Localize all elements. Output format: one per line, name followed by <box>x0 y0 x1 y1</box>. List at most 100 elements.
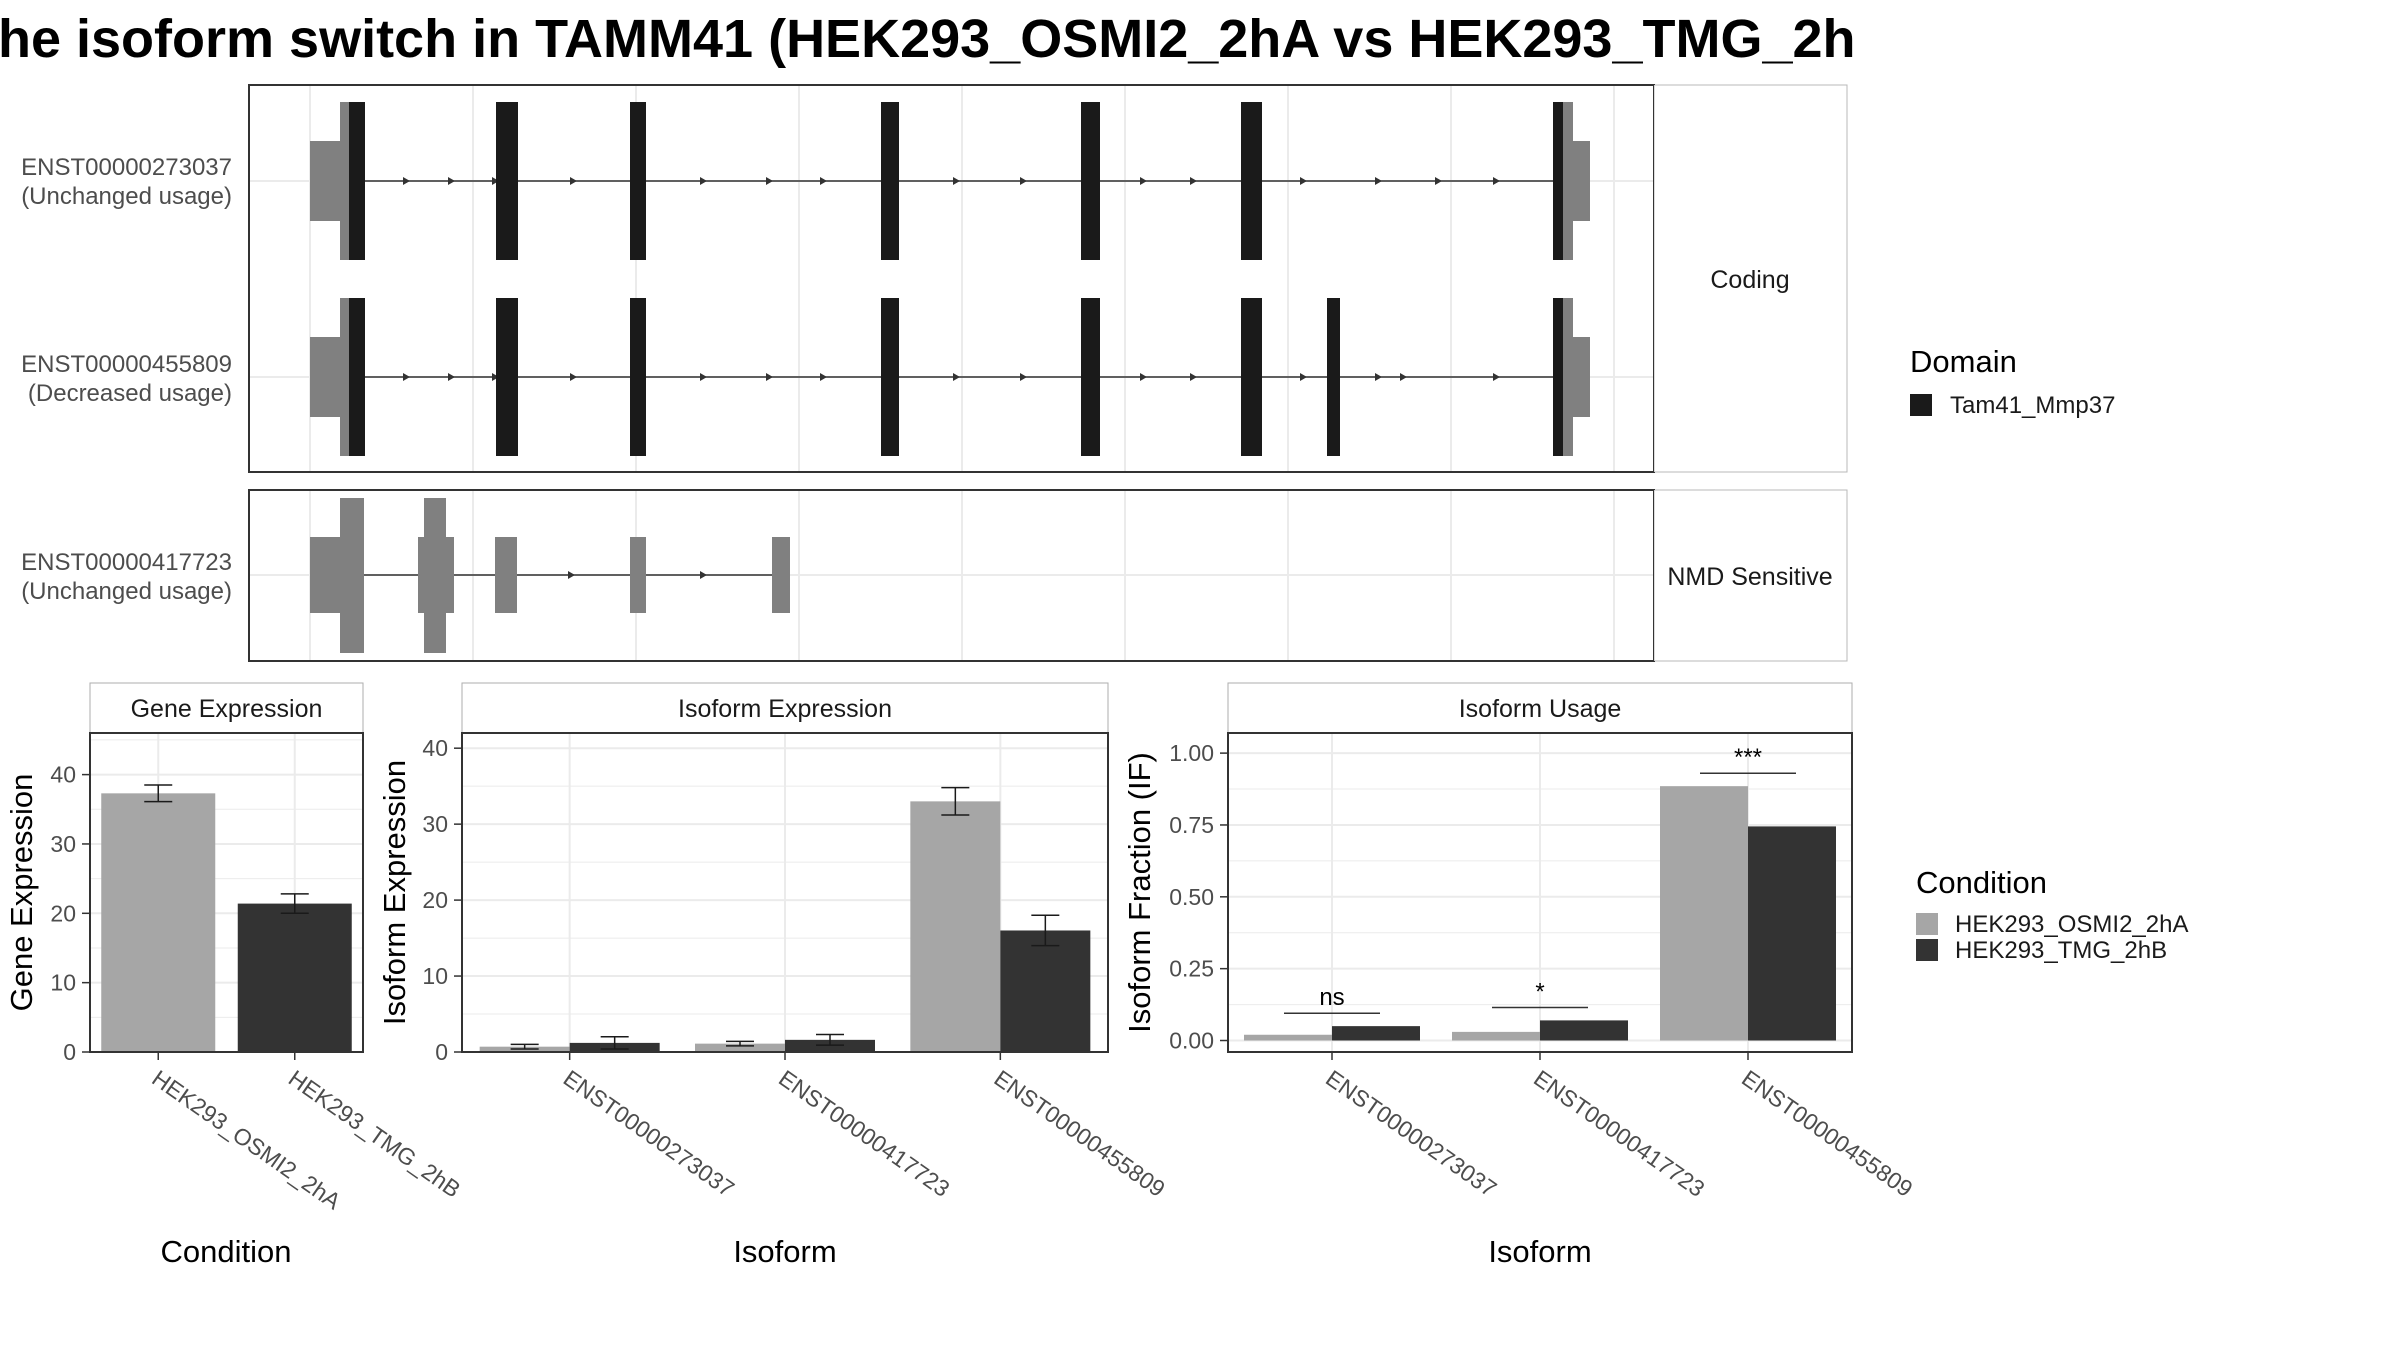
utr-block <box>310 537 340 613</box>
bar <box>1660 786 1748 1041</box>
transcript-model <box>310 498 790 653</box>
x-axis-title: Isoform <box>733 1234 836 1269</box>
isoform-usage-label: (Decreased usage) <box>28 380 232 407</box>
y-tick-label: 10 <box>50 970 76 996</box>
bar <box>910 801 1001 1052</box>
nmd-strip-label: NMD Sensitive <box>1667 563 1832 591</box>
domain-exon <box>1553 102 1563 260</box>
y-tick-label: 0 <box>63 1039 76 1065</box>
y-tick-label: 10 <box>422 963 448 989</box>
domain-legend-key <box>1910 394 1932 416</box>
domain-exon <box>1081 298 1100 456</box>
x-tick-label: ENST00000455809 <box>989 1065 1169 1202</box>
significance-label: ns <box>1319 984 1344 1011</box>
coding-panel-border <box>248 84 1655 473</box>
y-tick-label: 40 <box>422 735 448 761</box>
y-tick-label: 20 <box>50 900 76 926</box>
utr-exon <box>1563 298 1573 456</box>
y-tick-label: 0.00 <box>1169 1028 1214 1054</box>
intron-arrows <box>403 177 1500 185</box>
y-axis-title: Isoform Expression <box>377 760 412 1025</box>
x-tick-label: ENST00000417723 <box>774 1065 954 1202</box>
significance-label: *** <box>1734 744 1762 771</box>
transcript-gridlines <box>250 86 1653 660</box>
y-tick-label: 1.00 <box>1169 740 1214 766</box>
panel-title: Isoform Expression <box>678 695 892 723</box>
domain-exon <box>630 298 646 456</box>
utr-exon <box>340 298 350 456</box>
y-tick-label: 0.50 <box>1169 884 1214 910</box>
isoform-usage-label: (Unchanged usage) <box>21 578 232 605</box>
condition-legend-key <box>1916 939 1938 961</box>
bar <box>1452 1031 1540 1041</box>
utr-block <box>1573 141 1590 221</box>
condition-legend: Condition HEK293_OSMI2_2hA HEK293_TMG_2h… <box>1916 865 2188 964</box>
panel-strip <box>461 682 1109 734</box>
domain-exon <box>1081 102 1100 260</box>
utr-block <box>310 337 340 417</box>
x-axis-title: Condition <box>161 1234 292 1269</box>
bar <box>1332 1026 1420 1041</box>
x-tick-label: ENST00000417723 <box>1529 1065 1709 1202</box>
y-axis-title: Isoform Fraction (IF) <box>1122 752 1157 1033</box>
bar <box>1540 1020 1628 1041</box>
isoform-expression-chart: Isoform Expression 0 10 20 30 40 ENST000002730… <box>377 682 1170 1269</box>
y-tick-label: 40 <box>50 762 76 788</box>
isoform-id-label: ENST00000455809 <box>21 351 232 378</box>
isoform-id-label: ENST00000273037 <box>21 154 232 181</box>
bar <box>1000 930 1091 1052</box>
utr-exon <box>1563 102 1573 260</box>
panel-strip <box>1227 682 1853 734</box>
domain-legend-label: Tam41_Mmp37 <box>1950 392 2115 419</box>
bar <box>101 793 216 1052</box>
domain-exon <box>1553 298 1563 456</box>
domain-exon <box>349 298 365 456</box>
intron-arrows <box>403 373 1500 381</box>
domain-exon <box>1241 102 1262 260</box>
utr-block <box>1573 337 1590 417</box>
domain-exon <box>1241 298 1262 456</box>
bar <box>785 1039 875 1052</box>
y-tick-label: 30 <box>50 831 76 857</box>
utr-exon <box>340 102 350 260</box>
domain-exon <box>349 102 365 260</box>
bar <box>695 1043 785 1052</box>
utr-exon <box>340 498 364 653</box>
condition-legend-key <box>1916 913 1938 935</box>
utr-exon <box>424 498 446 653</box>
panel-border <box>89 732 364 1053</box>
domain-exon <box>881 102 899 260</box>
y-axis-title: Gene Expression <box>4 774 39 1012</box>
x-tick-label: ENST00000455809 <box>1737 1065 1917 1202</box>
domain-exon <box>496 298 518 456</box>
significance-label: * <box>1535 978 1544 1005</box>
panel-title: Gene Expression <box>131 695 323 723</box>
y-tick-label: 20 <box>422 887 448 913</box>
condition-legend-title: Condition <box>1916 865 2047 900</box>
domain-legend-title: Domain <box>1910 344 2017 379</box>
bar <box>1748 826 1836 1041</box>
utr-block <box>310 141 340 221</box>
bar <box>237 903 352 1052</box>
condition-legend-label: HEK293_OSMI2_2hA <box>1955 911 2188 938</box>
utr-block <box>418 537 424 613</box>
transcript-model <box>310 298 1590 456</box>
utr-block <box>446 537 454 613</box>
domain-exon <box>1327 298 1340 456</box>
y-tick-label: 0.75 <box>1169 812 1214 838</box>
coding-strip <box>1653 84 1848 473</box>
nmd-strip <box>1653 489 1848 662</box>
transcript-structure-panel: Coding NMD Sensitive ENST00000273037 (Un… <box>21 84 1848 662</box>
utr-exon <box>495 537 517 613</box>
condition-legend-label: HEK293_TMG_2hB <box>1955 937 2167 964</box>
isoform-usage-label: (Unchanged usage) <box>21 183 232 210</box>
domain-exon <box>630 102 646 260</box>
y-tick-label: 0.25 <box>1169 956 1214 982</box>
x-tick-label: ENST00000273037 <box>1321 1065 1501 1202</box>
transcript-model <box>310 102 1590 260</box>
panel-title: Isoform Usage <box>1459 695 1622 723</box>
intron-arrows <box>568 571 707 579</box>
domain-legend: Domain Tam41_Mmp37 <box>1910 344 2115 419</box>
